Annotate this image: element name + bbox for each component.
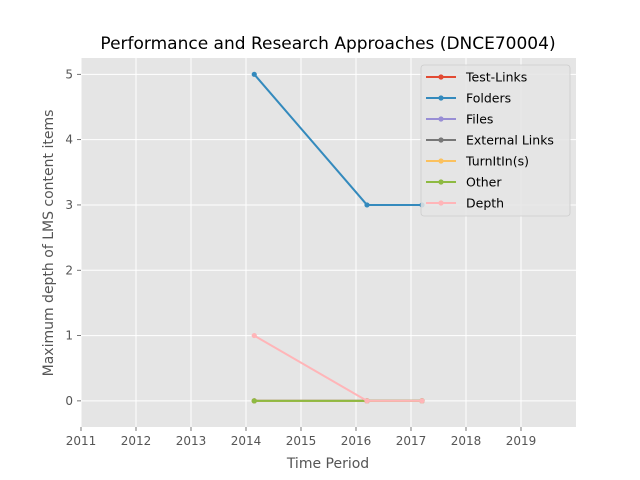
legend-label: Other [466, 175, 502, 190]
data-point [251, 332, 257, 339]
legend-marker [438, 200, 444, 206]
y-tick-label: 4 [65, 133, 73, 147]
legend-marker [438, 137, 444, 143]
data-point [364, 202, 370, 208]
x-tick-label: 2016 [341, 434, 372, 448]
legend-item: Depth [426, 196, 504, 211]
legend-marker [438, 116, 444, 122]
y-axis-ticks: 0 1 2 3 4 5 [65, 67, 81, 408]
x-tick-label: 2019 [506, 434, 537, 448]
series-depth [251, 332, 425, 404]
data-point [364, 398, 370, 404]
x-axis-label: Time Period [286, 456, 369, 472]
legend-item: TurnItIn(s) [426, 154, 529, 169]
legend-label: External Links [466, 133, 554, 148]
legend-marker [438, 74, 444, 80]
legend-label: Files [466, 112, 493, 127]
legend-marker [438, 179, 444, 185]
x-tick-label: 2017 [396, 434, 427, 448]
x-tick-label: 2014 [231, 434, 262, 448]
series-layer [251, 71, 425, 404]
x-tick-label: 2012 [121, 434, 152, 448]
y-tick-label: 5 [65, 67, 73, 81]
x-axis-ticks: 2011 2012 2013 2014 2015 2016 2017 2018 2019 [66, 427, 537, 448]
x-tick-label: 2013 [176, 434, 207, 448]
legend-label: TurnItIn(s) [465, 154, 529, 169]
legend-label: Test-Links [465, 70, 527, 85]
legend-label: Depth [466, 196, 504, 211]
x-tick-label: 2015 [286, 434, 317, 448]
legend-item: Files [426, 112, 493, 127]
data-point [251, 398, 257, 404]
y-tick-label: 0 [65, 394, 73, 408]
legend-marker [438, 158, 444, 164]
legend-item: Other [426, 175, 502, 190]
y-axis-label: Maximum depth of LMS content items [41, 110, 57, 377]
y-tick-label: 3 [65, 198, 73, 212]
x-tick-label: 2011 [66, 434, 97, 448]
legend-label: Folders [466, 91, 511, 106]
legend-box [420, 64, 571, 217]
chart-title: Performance and Research Approaches (DNC… [100, 34, 555, 54]
legend-item: External Links [426, 133, 554, 148]
data-point [251, 71, 257, 77]
legend-item: Folders [426, 91, 511, 106]
y-tick-label: 1 [65, 329, 73, 343]
legend-item: Test-Links [426, 70, 527, 85]
y-tick-label: 2 [65, 263, 73, 277]
data-point [419, 398, 425, 404]
legend-marker [438, 95, 444, 101]
x-tick-label: 2018 [451, 434, 482, 448]
legend: Test-Links Folders Files External Links Turn… [420, 64, 571, 217]
